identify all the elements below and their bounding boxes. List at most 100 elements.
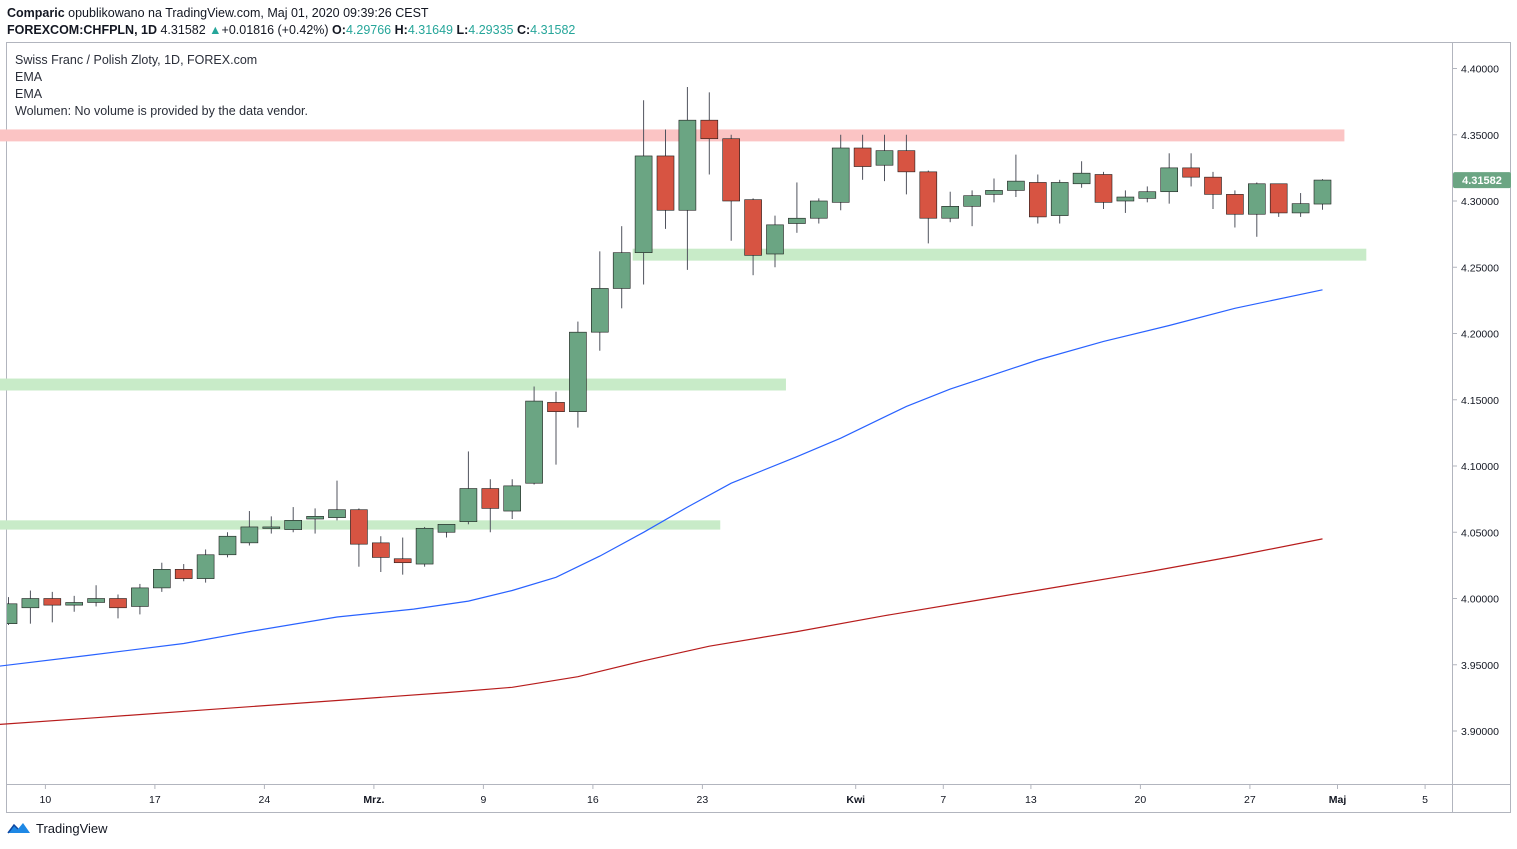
candle[interactable] — [1029, 174, 1047, 224]
candle[interactable] — [393, 537, 412, 575]
candle-body — [525, 400, 543, 484]
candle[interactable] — [284, 507, 303, 533]
resistance-zone[interactable] — [0, 129, 1345, 142]
candle[interactable] — [1116, 190, 1135, 213]
time-tick-label: 23 — [697, 794, 709, 806]
candle[interactable] — [985, 178, 1003, 203]
candle[interactable] — [547, 391, 565, 465]
legend-volume[interactable]: Wolumen: No volume is provided by the da… — [15, 104, 308, 118]
candle[interactable] — [941, 191, 960, 223]
candle[interactable] — [1160, 153, 1178, 204]
candle[interactable] — [853, 134, 872, 180]
support-zone[interactable] — [632, 248, 1367, 261]
candle[interactable] — [196, 549, 215, 583]
candle[interactable] — [831, 134, 850, 211]
candle[interactable] — [503, 479, 522, 519]
candle[interactable] — [306, 508, 324, 534]
tradingview-logo[interactable]: TradingView — [6, 820, 108, 836]
candle[interactable] — [590, 251, 609, 351]
candle[interactable] — [569, 321, 587, 428]
candle-body — [875, 150, 894, 166]
author-name[interactable]: Comparic — [7, 6, 65, 20]
candle[interactable] — [525, 386, 543, 485]
candle-body — [503, 485, 522, 512]
candle[interactable] — [218, 532, 237, 558]
candles-layer — [0, 87, 1332, 625]
candle[interactable] — [65, 595, 83, 612]
time-tick-label: 10 — [40, 794, 52, 806]
candle[interactable] — [700, 92, 719, 175]
close-value: 4.31582 — [530, 23, 576, 37]
candle[interactable] — [1226, 190, 1244, 228]
price-tick-label: 4.10000 — [1461, 461, 1499, 473]
candle[interactable] — [459, 451, 478, 525]
candle[interactable] — [240, 511, 259, 546]
candle[interactable] — [262, 516, 281, 534]
close-label: C: — [516, 23, 531, 37]
candle[interactable] — [1094, 171, 1113, 209]
candle[interactable] — [722, 134, 741, 241]
candle[interactable] — [1050, 179, 1069, 224]
candle[interactable] — [1007, 154, 1025, 198]
candle[interactable] — [415, 526, 434, 567]
candle-body — [393, 558, 412, 564]
candle[interactable] — [634, 100, 653, 285]
candle[interactable] — [809, 198, 828, 224]
time-axis[interactable]: 10 17 24 Mrz. 9 16 23 Kwi 7 13 20 27 Maj 5 — [40, 784, 1429, 806]
candle[interactable] — [481, 479, 500, 533]
candle[interactable] — [1269, 183, 1288, 217]
support-zone[interactable] — [0, 378, 786, 391]
candle[interactable] — [1313, 179, 1332, 210]
candle[interactable] — [87, 585, 105, 607]
candle[interactable] — [21, 590, 40, 624]
candle[interactable] — [1072, 161, 1091, 188]
candle-body — [941, 206, 960, 219]
candle[interactable] — [131, 583, 149, 615]
candle[interactable] — [0, 597, 18, 625]
candle[interactable] — [875, 134, 894, 182]
candle[interactable] — [350, 508, 368, 567]
time-tick-label: 27 — [1244, 794, 1256, 806]
legend-title[interactable]: Swiss Franc / Polish Zloty, 1D, FOREX.co… — [15, 53, 258, 67]
candle[interactable] — [963, 190, 981, 227]
price-tick-label: 4.20000 — [1461, 329, 1499, 341]
candle[interactable] — [174, 564, 193, 582]
candle[interactable] — [919, 170, 938, 244]
candle[interactable] — [153, 562, 171, 592]
candle[interactable] — [656, 129, 675, 229]
candle[interactable] — [1291, 193, 1310, 217]
candle[interactable] — [678, 87, 697, 270]
candle-body — [1160, 167, 1178, 193]
price-tick-label: 4.40000 — [1461, 64, 1499, 76]
candle[interactable] — [1248, 182, 1266, 237]
candle[interactable] — [766, 215, 784, 268]
candle[interactable] — [43, 591, 62, 623]
candle-body — [809, 200, 828, 219]
current-price-text: 4.31582 — [1462, 175, 1502, 187]
high-value: 4.31649 — [407, 23, 453, 37]
candle-body — [459, 488, 478, 522]
candle-body — [612, 252, 631, 289]
candle[interactable] — [1138, 186, 1157, 203]
candle[interactable] — [1182, 153, 1200, 187]
candle-body — [788, 217, 806, 224]
candle-body — [634, 155, 653, 253]
legend-ema-fast[interactable]: EMA — [15, 70, 43, 84]
candle-body — [1072, 172, 1091, 185]
candle[interactable] — [612, 226, 631, 309]
price-tick-label: 4.30000 — [1461, 196, 1499, 208]
candle[interactable] — [897, 134, 916, 195]
candle-body — [1226, 194, 1244, 215]
price-axis[interactable]: 4.40000 4.35000 4.30000 4.25000 4.20000 4.150… — [1452, 64, 1499, 739]
legend-ema-slow[interactable]: EMA — [15, 87, 43, 101]
candle[interactable] — [371, 536, 390, 572]
candle[interactable] — [744, 198, 762, 276]
candle[interactable] — [109, 594, 127, 619]
candle[interactable] — [328, 480, 346, 521]
candle-body — [1269, 183, 1288, 214]
candle[interactable] — [788, 182, 806, 233]
candle[interactable] — [1204, 171, 1222, 209]
candle[interactable] — [437, 523, 456, 538]
price-tick-label: 4.15000 — [1461, 395, 1499, 407]
